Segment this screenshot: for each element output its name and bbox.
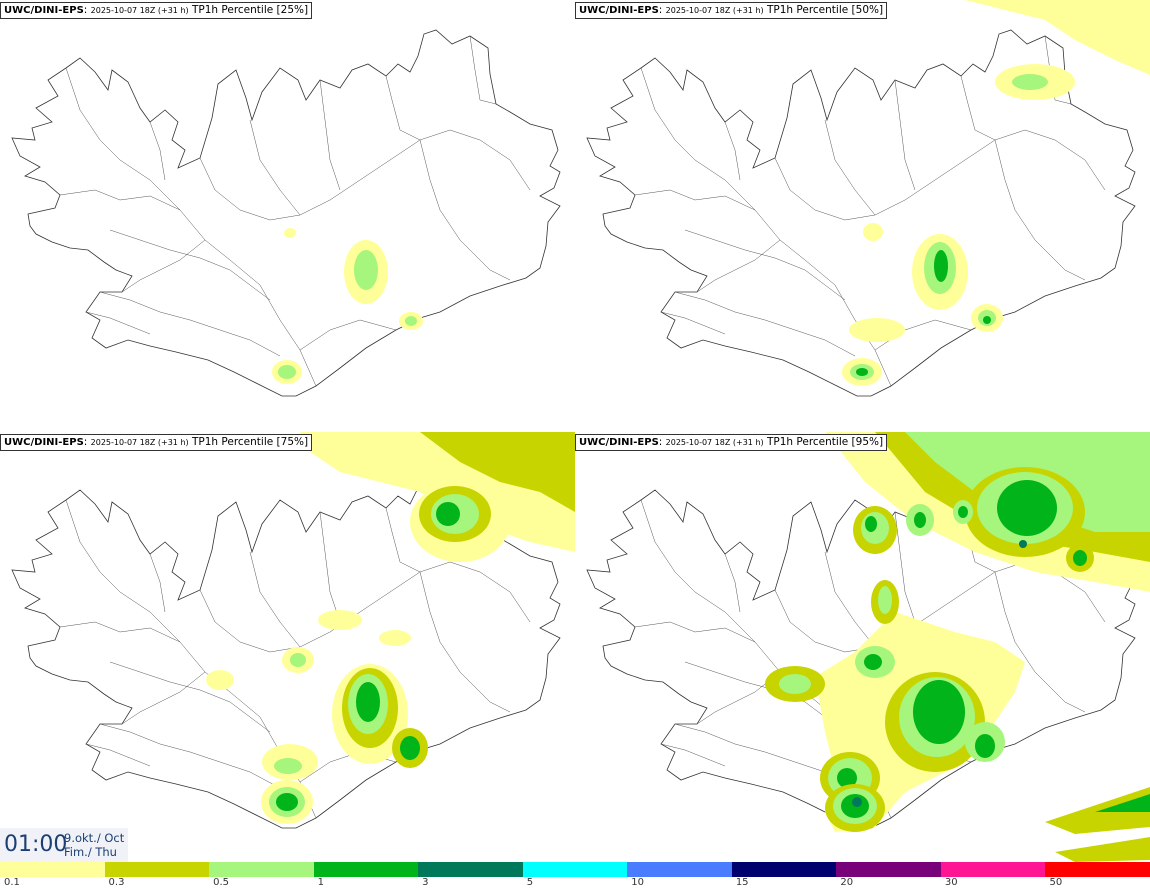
map-panel-p75: UWC/DINI-EPS: 2025-10-07 18Z (+31 h) TP1… [0,432,575,864]
scale-tick-label: 5 [526,877,534,888]
precip-field-p50 [842,0,1150,386]
scale-swatch [627,862,733,877]
panel-title: UWC/DINI-EPS: 2025-10-07 18Z (+31 h) TP1… [0,434,313,451]
product-name: TP1h Percentile [75%] [191,436,309,448]
model-name: UWC/DINI-EPS [4,437,84,448]
map-panel-p25: UWC/DINI-EPS: 2025-10-07 18Z (+31 h) TP1… [0,0,575,432]
scale-swatch [522,862,628,877]
precip-color-scale: 0.1 0.3 0.5 1 3 5 10 15 20 30 50 [0,862,1150,891]
product-name: TP1h Percentile [95%] [766,436,884,448]
panel-title: UWC/DINI-EPS: 2025-10-07 18Z (+31 h) TP1… [575,434,888,451]
scale-swatch [940,862,1046,877]
scale-tick-label: 3 [422,877,429,888]
run-time: 2025-10-07 18Z (+31 h) [90,438,189,447]
precip-map-p50 [586,0,1150,397]
scale-tick-label: 1 [317,877,324,888]
precip-map-p25 [11,29,561,397]
model-name: UWC/DINI-EPS [579,437,659,448]
precip-map-p75 [11,432,575,829]
scale-swatch [731,862,837,877]
panel-title: UWC/DINI-EPS: 2025-10-07 18Z (+31 h) TP1… [575,2,888,19]
precip-field-p95 [765,432,1150,862]
valid-time-date: 9.okt./ Oct Fim./ Thu [64,831,124,859]
map-panel-p95: UWC/DINI-EPS: 2025-10-07 18Z (+31 h) TP1… [575,432,1150,864]
product-name: TP1h Percentile [25%] [191,4,309,16]
valid-weekday-label: Fim./ Thu [64,845,117,859]
run-time: 2025-10-07 18Z (+31 h) [665,438,764,447]
precip-field-p75 [206,432,575,824]
scale-swatch [209,862,315,877]
precip-map-p95 [586,432,1150,862]
scale-swatch [0,862,106,877]
scale-tick-label: 0.5 [213,877,229,888]
panel-title: UWC/DINI-EPS: 2025-10-07 18Z (+31 h) TP1… [0,2,313,19]
map-panel-p50: UWC/DINI-EPS: 2025-10-07 18Z (+31 h) TP1… [575,0,1150,432]
scale-tick-label: 20 [840,877,854,888]
scale-swatch [836,862,942,877]
scale-tick-label: 0.3 [108,877,125,888]
valid-time-hour: 01:00 [4,832,68,857]
scale-swatch [104,862,210,877]
model-name: UWC/DINI-EPS [4,5,84,16]
scale-tick-label: 50 [1049,877,1063,888]
precip-field-p25 [272,228,423,384]
model-name: UWC/DINI-EPS [579,5,659,16]
scale-swatch [1045,862,1150,877]
run-time: 2025-10-07 18Z (+31 h) [90,6,189,15]
scale-tick-label: 30 [944,877,958,888]
product-name: TP1h Percentile [50%] [766,4,884,16]
scale-tick-label: 0.1 [4,877,20,888]
valid-time-box: 01:00 9.okt./ Oct Fim./ Thu [0,828,128,862]
run-time: 2025-10-07 18Z (+31 h) [665,6,764,15]
scale-swatch [313,862,419,877]
scale-tick-label: 15 [735,877,749,888]
scale-tick-label: 10 [631,877,644,888]
scale-swatch [418,862,524,877]
valid-date-label: 9.okt./ Oct [64,831,125,845]
